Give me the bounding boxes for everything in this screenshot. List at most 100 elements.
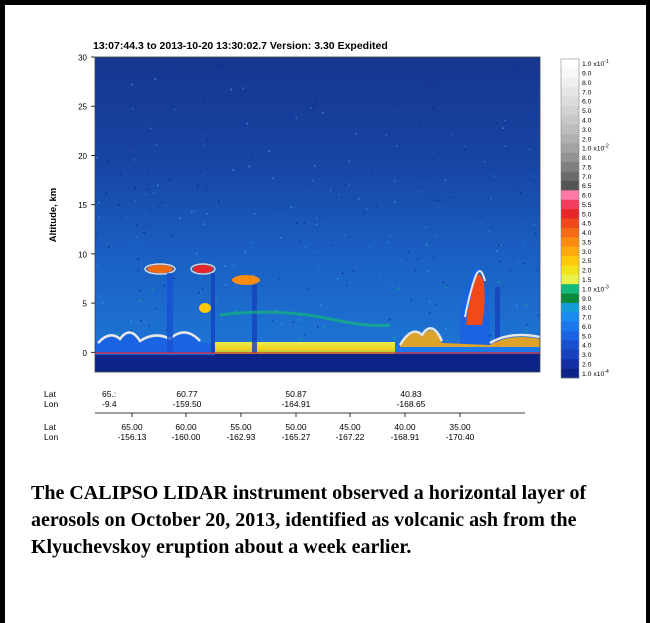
colorbar-swatch (561, 77, 579, 88)
speckle (131, 107, 134, 110)
speckle (479, 222, 481, 225)
y-tick-label: 0 (83, 349, 88, 358)
streak (167, 273, 173, 353)
speckle (517, 186, 519, 189)
speckle (155, 144, 158, 146)
colorbar-swatch (561, 87, 579, 97)
speckle (522, 223, 525, 225)
speckle (314, 100, 317, 102)
colorbar-swatch (561, 302, 579, 313)
speckle (209, 265, 211, 267)
speckle (309, 107, 312, 109)
speckle (145, 193, 147, 195)
track-lat-value: 65.00 (121, 422, 143, 432)
speckle (495, 122, 498, 125)
speckle (95, 234, 97, 236)
colorbar-label: 4.0 (582, 343, 592, 350)
colorbar-label: 8.0 (582, 80, 592, 87)
speckle (436, 235, 438, 238)
speckle (148, 223, 151, 226)
speckle (290, 206, 293, 209)
below-ground (95, 354, 540, 372)
chart-title: 13:07:44.3 to 2013-10-20 13:30:02.7 Vers… (93, 40, 388, 52)
speckle (442, 281, 444, 284)
speckle (107, 246, 110, 248)
speckle (366, 208, 369, 210)
speckle (272, 177, 274, 179)
speckle (278, 279, 281, 281)
speckle (134, 200, 137, 202)
speckle (118, 204, 120, 206)
speckle (157, 184, 159, 187)
colorbar-swatch (561, 96, 579, 107)
speckle (528, 148, 531, 151)
speckle (299, 318, 302, 320)
track-lat-value: 50.00 (285, 422, 307, 432)
colorbar-label: 3.5 (582, 239, 592, 246)
speckle (417, 191, 420, 193)
speckle (397, 288, 400, 290)
speckle (206, 213, 209, 215)
speckle (232, 168, 235, 171)
plot-area (95, 57, 540, 372)
speckle (135, 224, 138, 227)
speckle (357, 197, 360, 200)
speckle (313, 251, 315, 254)
speckle (449, 196, 452, 199)
colorbar-swatch (561, 143, 579, 154)
track-lon-value: -168.65 (397, 399, 426, 409)
colorbar-label: 5.0 (582, 333, 592, 340)
speckle (464, 148, 467, 151)
speckle (314, 165, 316, 167)
speckle (446, 286, 448, 288)
track-lat-value: 40.83 (400, 389, 422, 399)
speckle (230, 88, 232, 91)
speckle (423, 196, 426, 198)
speckle (504, 145, 507, 147)
speckle (221, 65, 223, 67)
y-axis-label: Altitude, km (48, 188, 59, 242)
speckle (253, 213, 256, 215)
speckle (504, 119, 506, 122)
speckle (130, 330, 132, 332)
track-lon-value: -156.13 (118, 432, 147, 442)
colorbar-label: 7.5 (582, 164, 592, 171)
speckle (385, 134, 388, 136)
speckle (344, 234, 346, 236)
speckle (406, 297, 409, 299)
surface-band-right (395, 345, 540, 353)
colorbar-label: 2.0 (582, 136, 592, 143)
speckle (130, 320, 132, 323)
speckle (96, 156, 98, 159)
y-axis: 0 5 10 15 20 25 30 (78, 54, 95, 358)
speckle (217, 200, 220, 202)
speckle (394, 201, 396, 203)
speckle (303, 130, 306, 132)
speckle (299, 241, 302, 243)
colorbar-swatch (561, 312, 579, 322)
speckle (315, 222, 318, 224)
speckle (432, 256, 435, 259)
speckle (244, 250, 246, 253)
track-lon-value: -162.93 (227, 432, 256, 442)
speckle (423, 176, 425, 178)
speckle (499, 244, 502, 247)
speckle (414, 269, 416, 272)
speckle (278, 189, 281, 191)
track-lon-value: -167.22 (336, 432, 365, 442)
colorbar-label: 7.0 (582, 315, 592, 322)
speckle (400, 259, 403, 262)
speckle (332, 244, 334, 246)
speckle (398, 284, 400, 287)
colorbar-label: 9.0 (582, 71, 592, 78)
colorbar-swatch (561, 274, 579, 285)
speckle (433, 158, 435, 161)
speckle (98, 295, 101, 297)
track-lon-value: -165.27 (282, 432, 311, 442)
speckle (345, 284, 348, 286)
colorbar-label: 6.0 (582, 99, 592, 106)
colorbar-swatch (561, 321, 579, 332)
speckle (502, 127, 505, 129)
track-lon-value: -170.40 (446, 432, 475, 442)
speckle (303, 222, 306, 225)
